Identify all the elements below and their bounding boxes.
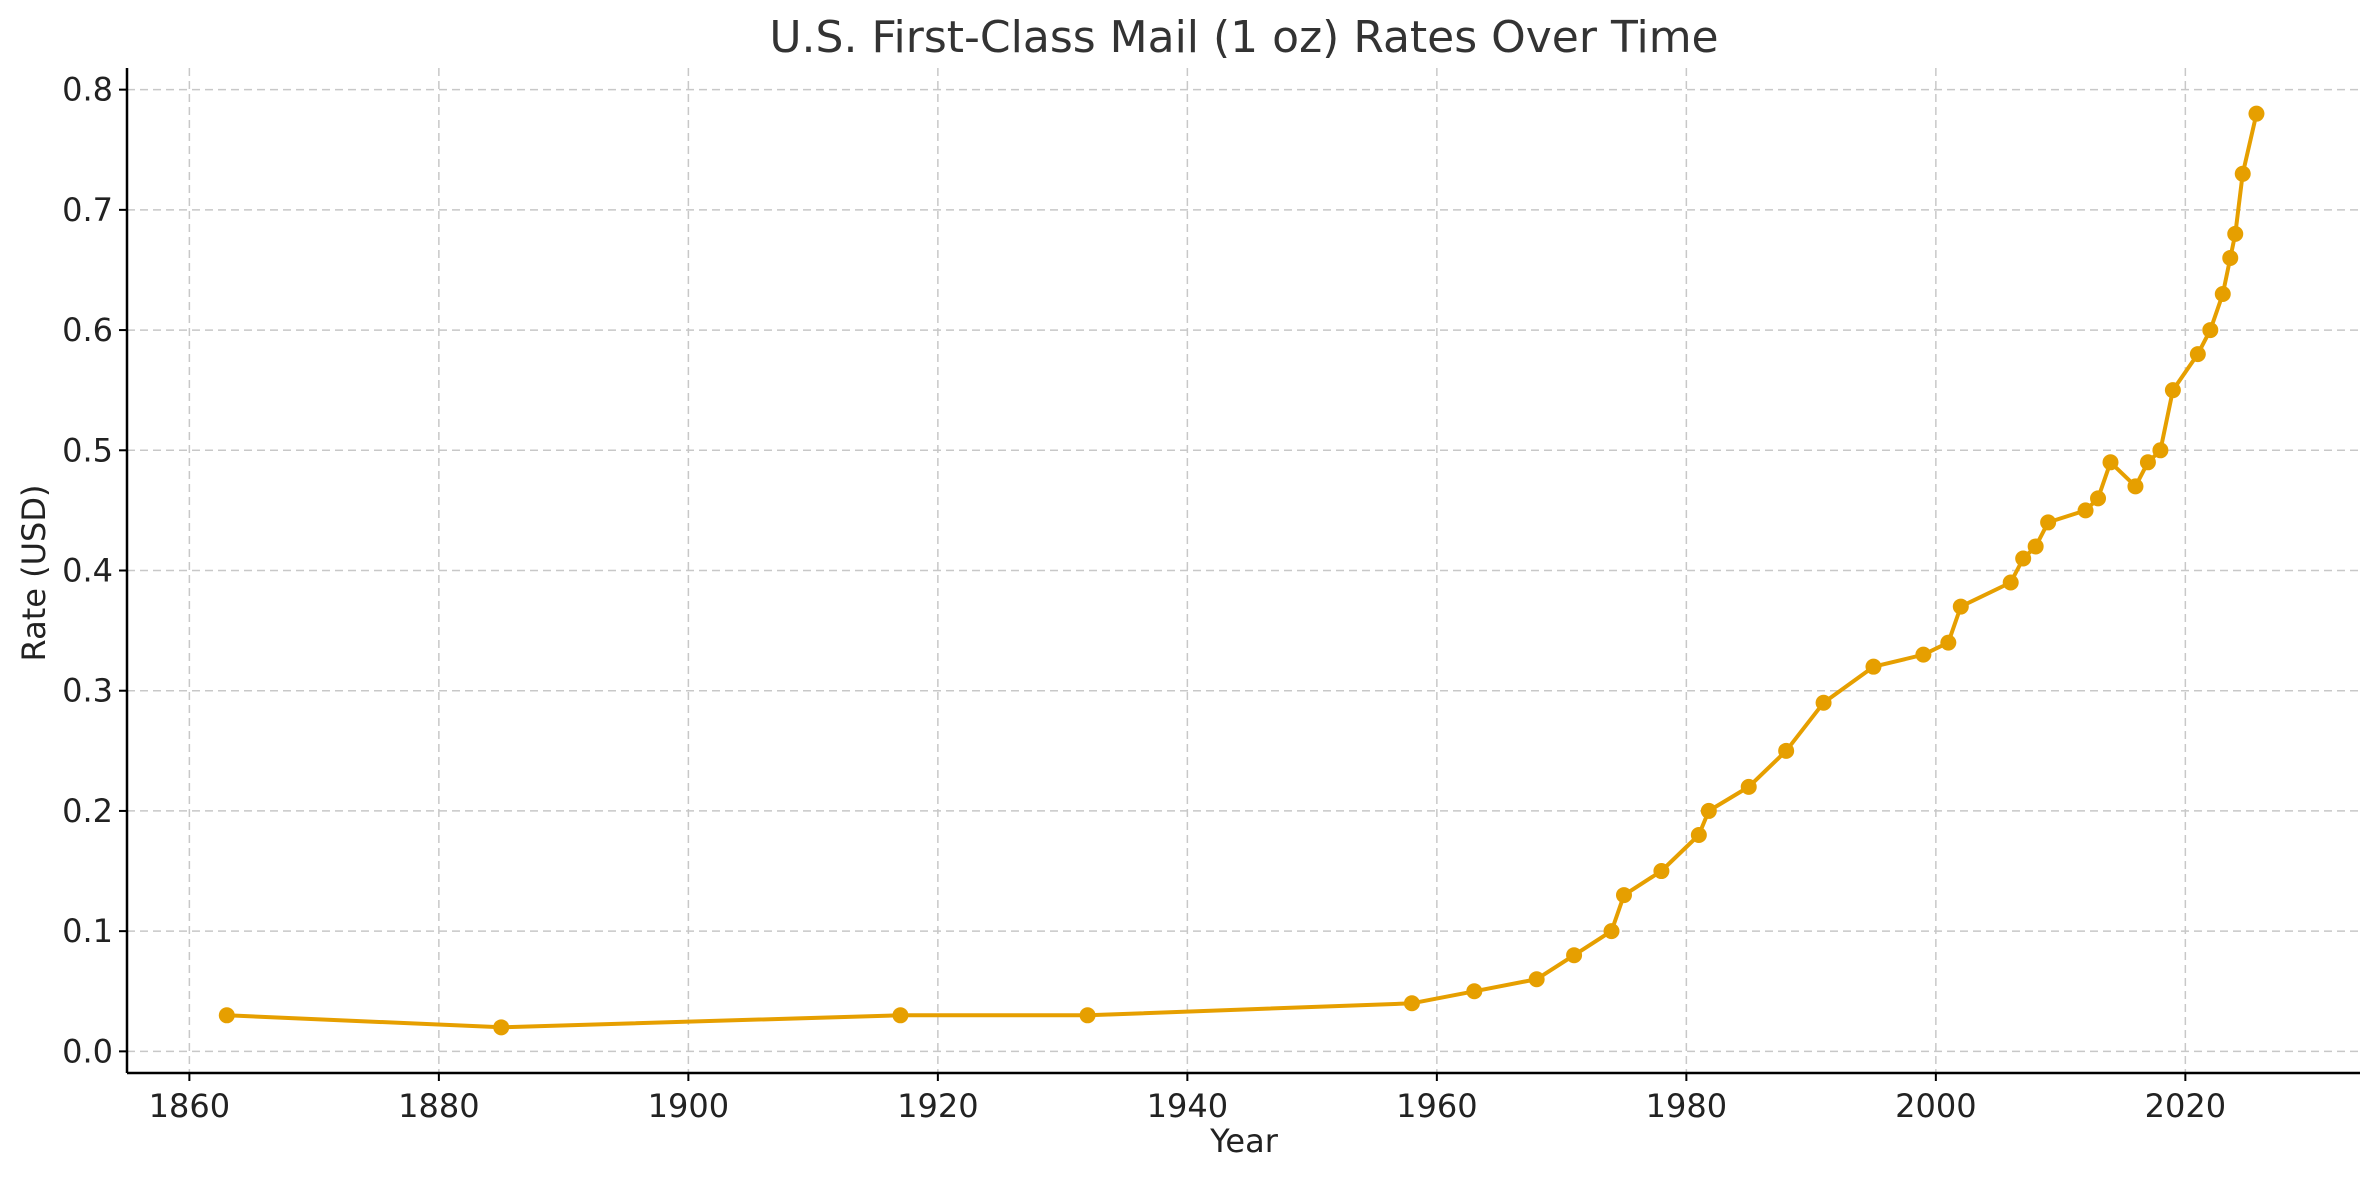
data-point [1403, 995, 1420, 1012]
data-point [1615, 887, 1632, 904]
x-tick-label: 1960 [1396, 1087, 1477, 1125]
x-tick-label: 1860 [149, 1087, 230, 1125]
data-point [218, 1007, 235, 1024]
x-tick-label: 1980 [1646, 1087, 1727, 1125]
x-tick-label: 1920 [897, 1087, 978, 1125]
data-point [2015, 550, 2032, 567]
y-tick-label: 0.7 [62, 191, 113, 229]
y-axis-label: Rate (USD) [15, 485, 53, 662]
data-point [2127, 478, 2144, 495]
series [218, 105, 2265, 1036]
data-point [1603, 923, 1620, 940]
data-point [2189, 346, 2206, 363]
data-point [892, 1007, 909, 1024]
data-point [1940, 634, 1957, 651]
data-point [2027, 538, 2044, 555]
y-tick-label: 0.0 [62, 1032, 113, 1070]
data-point [493, 1019, 510, 1036]
x-axis-label: Year [1209, 1122, 1279, 1160]
y-tick-label: 0.5 [62, 431, 113, 469]
data-point [1528, 971, 1545, 988]
grid [127, 68, 2360, 1073]
data-point [1566, 947, 1583, 964]
data-point [1700, 802, 1717, 819]
y-tick-label: 0.3 [62, 672, 113, 710]
data-point [1952, 598, 1969, 615]
data-point [2077, 502, 2094, 519]
data-point [1690, 826, 1707, 843]
data-point [1915, 646, 1932, 663]
chart-title: U.S. First-Class Mail (1 oz) Rates Over … [769, 12, 1718, 63]
x-tick-label: 1940 [1147, 1087, 1228, 1125]
y-tick-label: 0.1 [62, 912, 113, 950]
data-point [2002, 574, 2019, 591]
y-tick-label: 0.2 [62, 792, 113, 830]
y-tick-label: 0.6 [62, 311, 113, 349]
data-point [1079, 1007, 1096, 1024]
y-tick-label: 0.4 [62, 552, 113, 590]
data-point [2152, 442, 2169, 459]
data-point [2090, 490, 2107, 507]
data-point [2227, 225, 2244, 242]
data-point [2234, 165, 2251, 182]
data-point [1740, 778, 1757, 795]
tick-labels: 1860 1880 1900 1920 1940 1960 1980 2000 2020 0.0 0… [62, 71, 2226, 1125]
x-tick-label: 2020 [2145, 1087, 2226, 1125]
x-tick-label: 1880 [398, 1087, 479, 1125]
axes [119, 68, 2360, 1081]
data-point [2164, 382, 2181, 399]
y-tick-label: 0.8 [62, 71, 113, 109]
data-point [2248, 105, 2265, 122]
data-point [1466, 983, 1483, 1000]
data-point [1815, 694, 1832, 711]
data-point [2202, 322, 2219, 339]
data-point [1865, 658, 1882, 675]
data-point [2102, 454, 2119, 471]
data-point [2214, 286, 2231, 303]
x-tick-label: 2000 [1895, 1087, 1976, 1125]
data-point [1778, 742, 1795, 759]
x-tick-label: 1900 [648, 1087, 729, 1125]
data-point [2139, 454, 2156, 471]
data-point [2040, 514, 2057, 531]
data-point [1653, 863, 1670, 880]
data-point [2222, 249, 2239, 266]
